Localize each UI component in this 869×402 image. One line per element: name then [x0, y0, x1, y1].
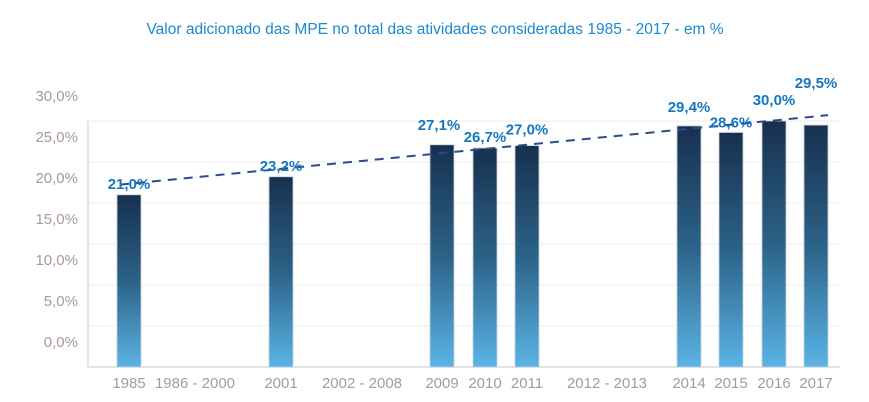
- x-tick-label: 2014: [672, 375, 705, 392]
- y-tick-label: 25,0%: [35, 129, 78, 146]
- bar-2015: [718, 132, 744, 368]
- y-tick-label: 30,0%: [35, 88, 78, 105]
- chart-title: Valor adicionado das MPE no total das at…: [146, 21, 723, 38]
- bar-2011: [514, 145, 540, 368]
- x-tick-label: 2009: [425, 375, 458, 392]
- y-tick-label: 5,0%: [44, 293, 78, 310]
- data-label: 26,7%: [464, 129, 507, 146]
- data-labels: 21,0% 23,2% 27,1%26,7% 27,0% 29,4%28,6%30,0%…: [108, 75, 838, 193]
- x-tick-label: 1986 - 2000: [155, 375, 235, 392]
- y-tick-label: 10,0%: [35, 252, 78, 269]
- data-label: 30,0%: [753, 92, 796, 109]
- bar-2010: [472, 147, 498, 368]
- data-label: 27,0%: [506, 122, 549, 139]
- x-axis: 1985 1986 - 2000 2001 2002 - 2008 2009 2010 20…: [112, 375, 832, 392]
- gridlines: [87, 120, 840, 368]
- x-tick-label: 2010: [468, 375, 501, 392]
- bar-2001: [268, 176, 294, 368]
- x-tick-label: 2002 - 2008: [322, 375, 402, 392]
- bar-2009: [429, 144, 455, 368]
- data-label: 29,5%: [795, 75, 838, 92]
- trendline: [119, 114, 829, 186]
- y-tick-label: 15,0%: [35, 211, 78, 228]
- data-label: 27,1%: [418, 117, 461, 134]
- x-tick-label: 2015: [714, 375, 747, 392]
- y-axis: 0,0% 5,0% 10,0% 15,0% 20,0% 25,0% 30,0%: [35, 88, 78, 351]
- x-tick-label: 1985: [112, 375, 145, 392]
- x-tick-label: 2012 - 2013: [567, 375, 647, 392]
- y-tick-label: 0,0%: [44, 334, 78, 351]
- data-label: 29,4%: [668, 99, 711, 116]
- bar-1985: [116, 194, 142, 368]
- bars: [116, 120, 829, 368]
- bar-2017: [803, 124, 829, 368]
- x-tick-label: 2017: [799, 375, 832, 392]
- x-tick-label: 2011: [511, 375, 543, 392]
- data-label: 28,6%: [710, 114, 753, 131]
- x-tick-label: 2016: [757, 375, 790, 392]
- trendline-dashed: [119, 114, 829, 186]
- bar-2014: [676, 125, 702, 368]
- data-label: 21,0%: [108, 176, 151, 193]
- bar-2016: [761, 120, 787, 368]
- y-tick-label: 20,0%: [35, 170, 78, 187]
- data-label: 23,2%: [260, 158, 303, 175]
- x-tick-label: 2001: [264, 375, 297, 392]
